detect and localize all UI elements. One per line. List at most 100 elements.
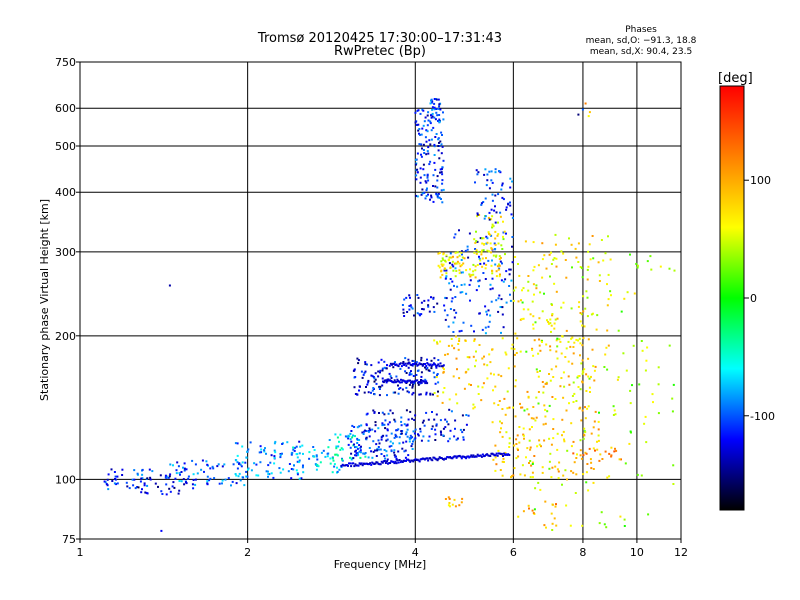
echo-point bbox=[341, 459, 344, 462]
echo-point bbox=[499, 420, 501, 423]
echo-point bbox=[365, 438, 368, 441]
echo-point bbox=[365, 424, 368, 427]
echo-point bbox=[494, 456, 497, 459]
echo-point bbox=[631, 384, 633, 387]
echo-point bbox=[368, 447, 371, 449]
echo-point bbox=[582, 473, 585, 476]
echo-point bbox=[610, 294, 612, 297]
echo-point bbox=[430, 365, 433, 368]
echo-point bbox=[381, 422, 384, 425]
echo-point bbox=[444, 277, 447, 280]
echo-point bbox=[590, 432, 593, 435]
echo-point bbox=[448, 408, 451, 411]
echo-point bbox=[433, 145, 436, 148]
echo-point bbox=[187, 477, 190, 480]
echo-point bbox=[425, 380, 428, 383]
x-tick-label: 12 bbox=[674, 546, 688, 559]
echo-point bbox=[393, 418, 396, 421]
echo-point bbox=[554, 243, 557, 246]
echo-point bbox=[494, 230, 497, 233]
echo-point bbox=[359, 449, 362, 452]
echo-point bbox=[498, 267, 501, 270]
echo-point bbox=[435, 98, 438, 101]
echo-point bbox=[437, 390, 439, 393]
echo-point bbox=[584, 102, 587, 105]
echo-point bbox=[483, 173, 486, 176]
echo-point bbox=[594, 449, 596, 452]
echo-point bbox=[470, 274, 473, 277]
echo-point bbox=[358, 439, 361, 441]
echo-point bbox=[672, 464, 675, 467]
echo-point bbox=[377, 361, 380, 364]
echo-point bbox=[205, 460, 208, 463]
echo-point bbox=[455, 456, 458, 459]
echo-point bbox=[259, 445, 262, 448]
echo-point bbox=[445, 457, 447, 460]
echo-point bbox=[413, 459, 416, 461]
echo-point bbox=[528, 462, 530, 464]
echo-point bbox=[489, 314, 492, 317]
echo-point bbox=[600, 239, 603, 241]
echo-point bbox=[422, 419, 425, 422]
echo-point bbox=[136, 473, 139, 476]
echo-point bbox=[497, 373, 500, 376]
echo-point bbox=[517, 449, 519, 451]
echo-point bbox=[489, 283, 492, 286]
echo-point bbox=[539, 370, 541, 372]
echo-point bbox=[408, 391, 410, 394]
echo-point bbox=[387, 378, 390, 381]
echo-point bbox=[372, 376, 375, 379]
echo-point bbox=[488, 232, 490, 235]
echo-point bbox=[428, 310, 431, 313]
echo-point bbox=[502, 238, 505, 241]
echo-point bbox=[433, 310, 436, 313]
echo-point bbox=[447, 344, 450, 347]
echo-point bbox=[176, 461, 179, 464]
echo-point bbox=[418, 128, 421, 130]
echo-point bbox=[479, 259, 482, 262]
echo-point bbox=[459, 428, 462, 431]
echo-point bbox=[451, 457, 454, 460]
echo-point bbox=[481, 257, 484, 260]
echo-point bbox=[374, 430, 377, 433]
echo-point bbox=[435, 192, 438, 195]
echo-point bbox=[182, 478, 185, 481]
echo-point bbox=[290, 452, 293, 455]
echo-point bbox=[517, 455, 520, 458]
echo-point bbox=[458, 340, 461, 342]
echo-point bbox=[575, 338, 578, 341]
echo-point bbox=[527, 275, 530, 277]
echo-point bbox=[584, 417, 587, 420]
echo-point bbox=[443, 387, 446, 389]
echo-point bbox=[443, 368, 445, 371]
echo-point bbox=[440, 143, 443, 146]
echo-point bbox=[416, 369, 419, 372]
echo-point bbox=[358, 389, 360, 392]
echo-point bbox=[579, 312, 582, 314]
echo-point bbox=[541, 310, 544, 313]
echo-point bbox=[597, 434, 600, 437]
echo-point bbox=[392, 362, 395, 365]
echo-point bbox=[397, 461, 400, 464]
echo-point bbox=[381, 461, 384, 464]
echo-point bbox=[245, 470, 248, 473]
echo-point bbox=[494, 248, 497, 250]
echo-point bbox=[582, 337, 585, 340]
echo-point bbox=[464, 456, 466, 459]
echo-point bbox=[406, 362, 409, 365]
echo-point bbox=[481, 453, 484, 456]
echo-point bbox=[406, 311, 409, 313]
echo-point bbox=[503, 397, 506, 400]
echo-point bbox=[418, 460, 421, 463]
echo-point bbox=[508, 273, 511, 276]
echo-point bbox=[270, 454, 273, 457]
echo-point bbox=[481, 237, 484, 240]
echo-point bbox=[418, 313, 421, 316]
echo-point bbox=[286, 441, 289, 444]
echo-point bbox=[388, 372, 391, 375]
grid-lines bbox=[80, 62, 681, 539]
echo-point bbox=[562, 396, 565, 399]
echo-point bbox=[394, 460, 397, 463]
echo-point bbox=[415, 361, 418, 364]
echo-point bbox=[409, 379, 411, 382]
